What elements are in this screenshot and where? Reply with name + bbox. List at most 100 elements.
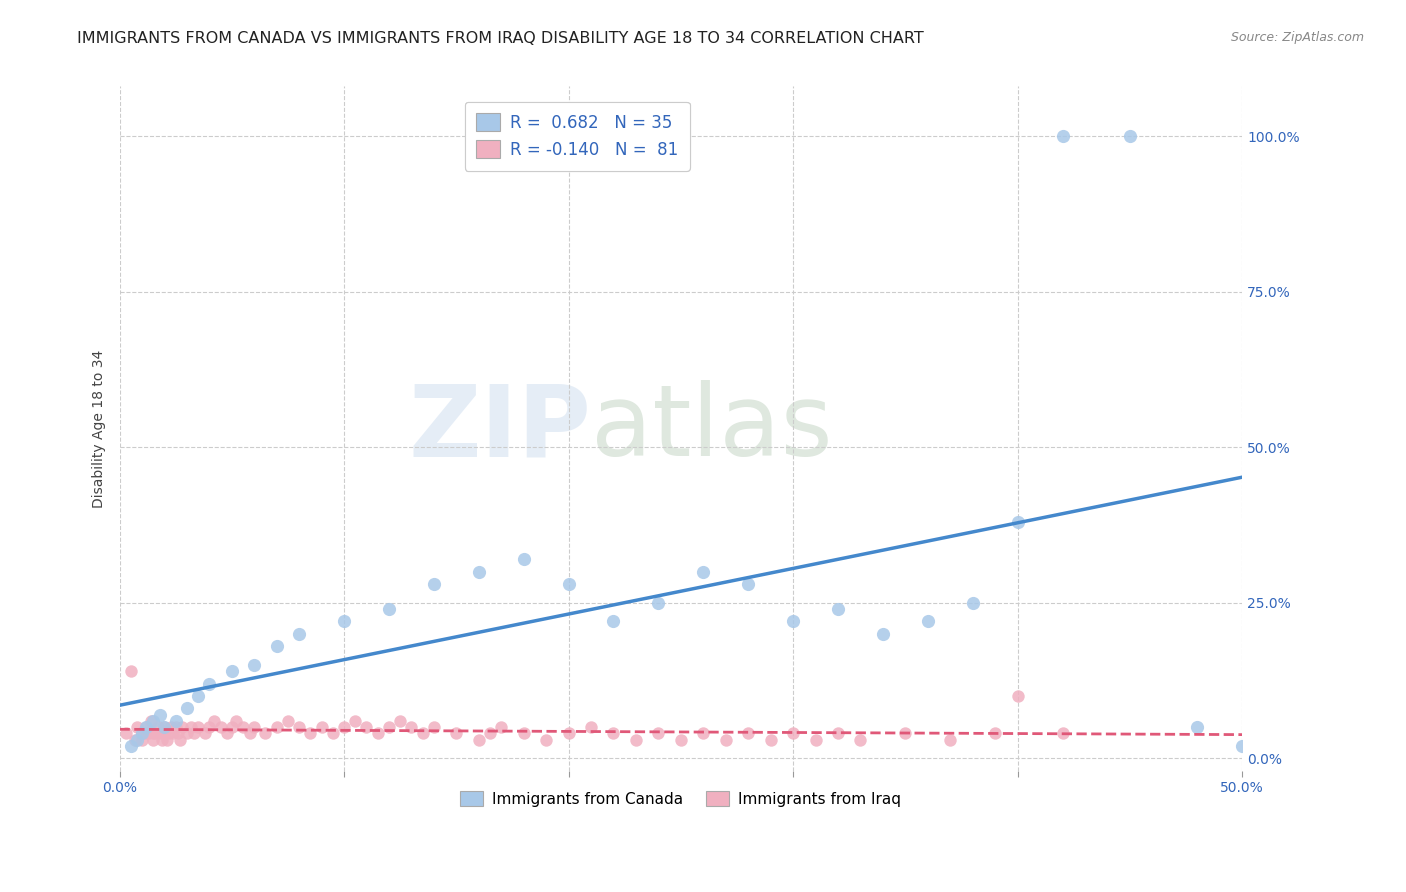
- Point: [202, 714, 225, 728]
- Point: [367, 726, 389, 740]
- Point: [243, 657, 266, 672]
- Point: [142, 726, 165, 740]
- Point: [176, 726, 198, 740]
- Point: [288, 627, 311, 641]
- Point: [135, 720, 157, 734]
- Legend: Immigrants from Canada, Immigrants from Iraq: Immigrants from Canada, Immigrants from …: [453, 783, 910, 814]
- Point: [1119, 129, 1142, 144]
- Point: [225, 714, 247, 728]
- Point: [131, 726, 153, 740]
- Point: [1052, 726, 1074, 740]
- Point: [124, 732, 146, 747]
- Text: ZIP: ZIP: [408, 380, 591, 477]
- Point: [209, 720, 232, 734]
- Point: [692, 565, 714, 579]
- Point: [322, 726, 344, 740]
- Point: [299, 726, 322, 740]
- Point: [153, 720, 176, 734]
- Point: [804, 732, 827, 747]
- Point: [131, 732, 153, 747]
- Point: [221, 720, 243, 734]
- Point: [198, 676, 221, 690]
- Point: [579, 720, 602, 734]
- Point: [120, 739, 142, 753]
- Point: [872, 627, 894, 641]
- Point: [198, 720, 221, 734]
- Point: [1007, 689, 1029, 703]
- Point: [1230, 739, 1253, 753]
- Point: [423, 577, 446, 591]
- Point: [602, 615, 624, 629]
- Point: [160, 720, 183, 734]
- Point: [142, 714, 165, 728]
- Point: [127, 720, 149, 734]
- Point: [153, 726, 176, 740]
- Point: [557, 726, 579, 740]
- Point: [1187, 720, 1209, 734]
- Point: [468, 732, 491, 747]
- Point: [333, 720, 356, 734]
- Point: [827, 602, 849, 616]
- Point: [162, 726, 184, 740]
- Point: [478, 726, 501, 740]
- Point: [737, 577, 759, 591]
- Point: [917, 615, 939, 629]
- Point: [183, 726, 205, 740]
- Point: [157, 726, 180, 740]
- Point: [669, 732, 692, 747]
- Point: [243, 720, 266, 734]
- Point: [534, 732, 557, 747]
- Point: [165, 714, 187, 728]
- Point: [423, 720, 446, 734]
- Point: [153, 720, 176, 734]
- Point: [135, 720, 157, 734]
- Point: [172, 720, 194, 734]
- Point: [254, 726, 277, 740]
- Point: [468, 565, 491, 579]
- Point: [149, 707, 172, 722]
- Point: [557, 577, 579, 591]
- Point: [624, 732, 647, 747]
- Point: [647, 596, 669, 610]
- Text: Source: ZipAtlas.com: Source: ZipAtlas.com: [1230, 31, 1364, 45]
- Point: [344, 714, 367, 728]
- Point: [714, 732, 737, 747]
- Point: [311, 720, 333, 734]
- Point: [647, 726, 669, 740]
- Point: [239, 726, 262, 740]
- Point: [277, 714, 299, 728]
- Point: [138, 726, 160, 740]
- Point: [149, 726, 172, 740]
- Point: [131, 726, 153, 740]
- Point: [446, 726, 468, 740]
- Point: [1007, 515, 1029, 529]
- Point: [356, 720, 378, 734]
- Point: [782, 726, 804, 740]
- Point: [512, 726, 534, 740]
- Point: [145, 726, 167, 740]
- Point: [489, 720, 512, 734]
- Point: [176, 701, 198, 715]
- Point: [266, 720, 288, 734]
- Point: [962, 596, 984, 610]
- Point: [127, 732, 149, 747]
- Point: [759, 732, 782, 747]
- Point: [389, 714, 412, 728]
- Point: [217, 726, 239, 740]
- Point: [939, 732, 962, 747]
- Point: [602, 726, 624, 740]
- Point: [782, 615, 804, 629]
- Point: [232, 720, 254, 734]
- Point: [512, 552, 534, 566]
- Point: [827, 726, 849, 740]
- Point: [333, 615, 356, 629]
- Point: [187, 720, 209, 734]
- Point: [169, 732, 191, 747]
- Point: [167, 726, 190, 740]
- Text: atlas: atlas: [591, 380, 832, 477]
- Point: [194, 726, 217, 740]
- Point: [142, 732, 165, 747]
- Point: [401, 720, 423, 734]
- Point: [115, 726, 138, 740]
- Point: [266, 640, 288, 654]
